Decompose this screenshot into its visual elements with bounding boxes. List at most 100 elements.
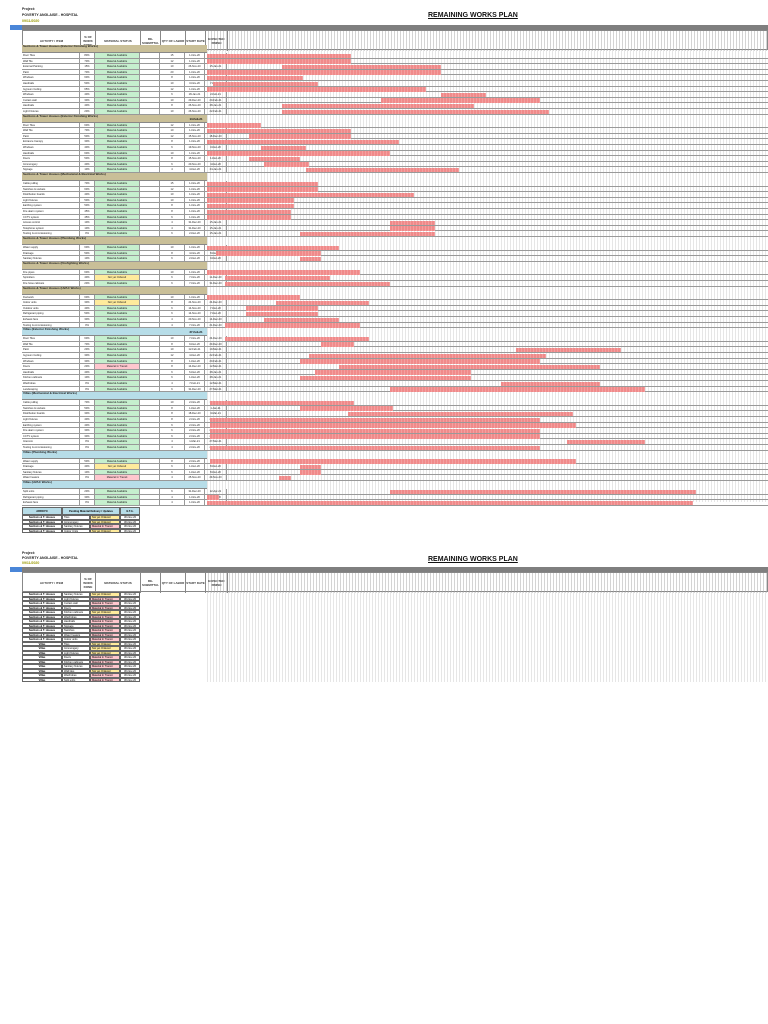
percent-done: 60% bbox=[80, 245, 95, 250]
percent-done: 40% bbox=[80, 369, 95, 375]
resubmittal bbox=[140, 192, 160, 197]
resubmittal bbox=[140, 139, 160, 144]
start-date: 2-Nov-20 bbox=[185, 445, 205, 450]
activity-name: Sanitary fixtures bbox=[22, 469, 80, 475]
gantt-bar bbox=[264, 317, 339, 322]
percent-done: 30% bbox=[80, 97, 95, 103]
gantt-bar bbox=[207, 53, 351, 58]
activity-name: Distribution boards bbox=[22, 192, 80, 197]
summary-status: Material In Transit bbox=[90, 637, 120, 642]
resubmittal bbox=[140, 161, 160, 167]
activity-name: Fire hose cabinets bbox=[22, 281, 80, 286]
material-status: Material Available bbox=[95, 92, 140, 97]
resubmittal bbox=[140, 214, 160, 220]
start-date: 24-Nov-20 bbox=[185, 300, 205, 305]
labor-qty: 8 bbox=[160, 458, 185, 464]
resubmittal bbox=[140, 122, 160, 128]
labor-qty: 4 bbox=[160, 445, 185, 450]
gantt-bar bbox=[213, 81, 318, 86]
resubmittal bbox=[140, 364, 160, 369]
finish-date: 9-Dec-20 bbox=[205, 256, 227, 261]
gantt-bar bbox=[300, 256, 321, 262]
labor-qty: 12 bbox=[160, 186, 185, 192]
summary-area: Sections & T. Houses bbox=[22, 610, 62, 615]
table-row: Fire alarm system 45% Material Available 8 1… bbox=[22, 209, 768, 215]
percent-done: 30% bbox=[80, 428, 95, 433]
summary-item: Wardrobes bbox=[62, 673, 90, 678]
gantt-bar bbox=[207, 59, 351, 64]
summary-eta: 30-Nov-20 bbox=[120, 623, 140, 628]
resubmittal bbox=[140, 103, 160, 108]
labor-qty: 10 bbox=[160, 150, 185, 156]
activity-name: Water supply bbox=[22, 458, 80, 464]
percent-done: 60% bbox=[80, 269, 95, 275]
material-status: Material Available bbox=[95, 469, 140, 475]
finish-date: 4-Dec-20 bbox=[205, 161, 227, 167]
activity-name: Wall Tile bbox=[22, 128, 80, 133]
summary-area: Sections & T. Houses bbox=[22, 596, 62, 601]
percent-done: 50% bbox=[80, 156, 95, 161]
percent-done: 20% bbox=[80, 109, 95, 114]
report-date: 09/11/2020 bbox=[22, 561, 40, 565]
section-header-fill bbox=[185, 328, 207, 337]
labor-qty: 12 bbox=[160, 122, 185, 128]
material-status: Material Available bbox=[95, 500, 140, 505]
start-date: 31-Dec-20 bbox=[185, 386, 205, 392]
gantt-bar bbox=[348, 411, 573, 417]
table-row: Paint 20% Material Available 10 12-Feb-21 19-… bbox=[22, 347, 768, 353]
material-status: Material Available bbox=[95, 294, 140, 300]
activity-name: Floor Tiles bbox=[22, 336, 80, 341]
material-status: Material Available bbox=[95, 494, 140, 500]
labor-qty: 4 bbox=[160, 475, 185, 480]
start-date: 1-Nov-20 bbox=[185, 150, 205, 156]
summary-eta: 30-Nov-20 bbox=[120, 605, 140, 610]
resubmittal bbox=[140, 81, 160, 86]
material-status: Material Available bbox=[95, 58, 140, 64]
percent-done: 50% bbox=[80, 405, 95, 411]
finish-date: 24-Dec-20 bbox=[205, 300, 227, 305]
material-status: Material Available bbox=[95, 156, 140, 161]
finish-date: 20-Feb-21 bbox=[205, 97, 227, 103]
finish-date: 2-Feb-21 bbox=[205, 92, 227, 97]
labor-qty: 10 bbox=[160, 400, 185, 405]
activity-name: Exhaust fans bbox=[22, 500, 80, 505]
table-row: Exhaust fans 30% Material Available 4 20-Nov… bbox=[22, 317, 768, 323]
percent-done: 40% bbox=[80, 192, 95, 197]
start-date: 4-Nov-20 bbox=[185, 250, 205, 256]
percent-done: 30% bbox=[80, 494, 95, 500]
finish-date: 7-Dec-20 bbox=[205, 305, 227, 311]
summary-area: Sections & T. Houses bbox=[22, 601, 62, 606]
gantt-bar bbox=[207, 192, 414, 198]
labor-qty: 6 bbox=[160, 145, 185, 150]
resubmittal bbox=[140, 53, 160, 58]
summary-eta: 30-Nov-20 bbox=[120, 668, 140, 673]
start-date: 1-Nov-20 bbox=[185, 294, 205, 300]
section-header-fill bbox=[185, 261, 207, 270]
summary-area: Sections & T. Houses bbox=[22, 623, 62, 628]
gantt-bar bbox=[207, 75, 303, 81]
start-date: 2-Nov-20 bbox=[185, 433, 205, 439]
start-date: 31-Dec-20 bbox=[185, 489, 205, 494]
resubmittal bbox=[140, 269, 160, 275]
table-row: Floor Tiles 60% Material Available 12 1-Nov-… bbox=[22, 122, 768, 129]
labor-qty: 15 bbox=[160, 53, 185, 58]
resubmittal bbox=[140, 275, 160, 280]
summary-area: Sections & T. Houses bbox=[22, 524, 62, 529]
table-row: Distribution boards 30% Material Available… bbox=[22, 411, 768, 417]
resubmittal bbox=[140, 181, 160, 186]
start-date: 1-Nov-20 bbox=[185, 58, 205, 64]
resubmittal bbox=[140, 381, 160, 386]
resubmittal bbox=[140, 109, 160, 114]
activity-name: Cable pulling bbox=[22, 400, 80, 405]
start-date: 26-Nov-20 bbox=[185, 109, 205, 114]
summary-header: ARROYO bbox=[22, 507, 62, 515]
resubmittal bbox=[140, 347, 160, 352]
start-date: 1-Nov-20 bbox=[185, 245, 205, 250]
percent-done: 70% bbox=[80, 69, 95, 75]
summary-area: Sections & T. Houses bbox=[22, 619, 62, 624]
material-status: Material Available bbox=[95, 97, 140, 103]
table-row: Wall Tile 70% Material Available 10 1-Nov-20… bbox=[22, 128, 768, 134]
labor-qty: 10 bbox=[160, 109, 185, 114]
labor-qty: 8 bbox=[160, 405, 185, 411]
